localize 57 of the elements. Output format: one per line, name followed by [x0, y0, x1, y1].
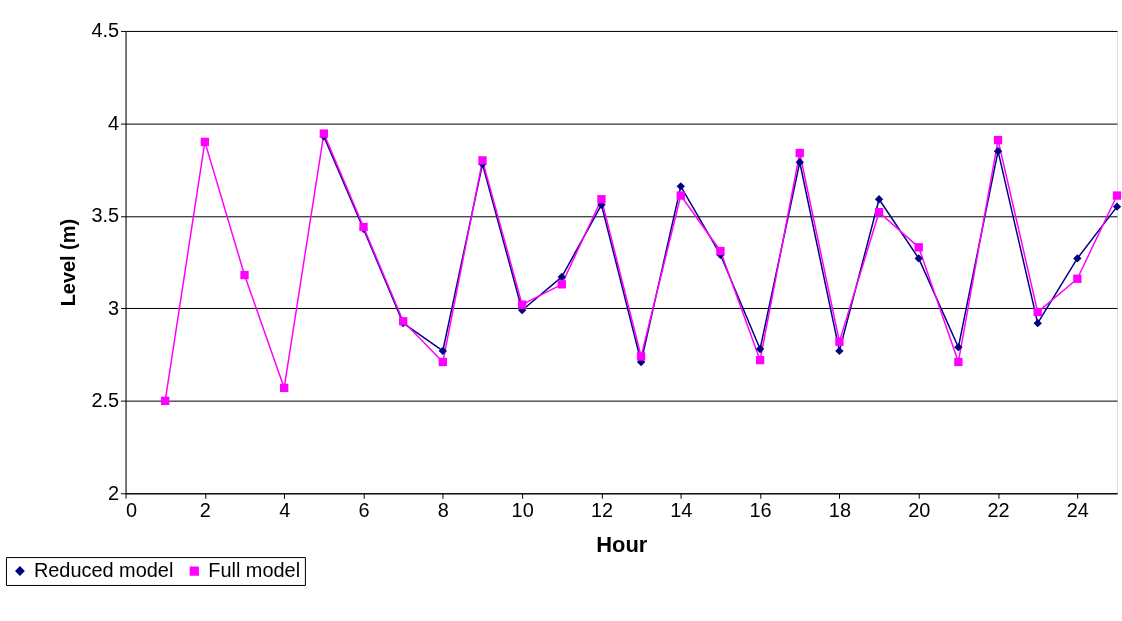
y-axis-title: Level (m) — [57, 218, 80, 307]
x-tick-label: 20 — [908, 498, 931, 521]
y-tick-label: 3.5 — [91, 204, 120, 227]
point — [1033, 318, 1042, 328]
point — [1112, 202, 1122, 211]
x-tick-label: 0 — [126, 498, 138, 521]
point — [1073, 274, 1082, 283]
point — [835, 346, 844, 356]
x-tick-label: 6 — [358, 498, 370, 521]
x-tick-label: 24 — [1066, 498, 1089, 521]
point — [993, 135, 1003, 145]
point — [716, 246, 725, 256]
x-tick-label: 2 — [199, 498, 211, 521]
point — [676, 191, 685, 200]
point — [517, 300, 527, 309]
point — [557, 280, 566, 289]
x-tick-label: 8 — [437, 498, 449, 521]
point — [1033, 307, 1042, 317]
point — [795, 158, 804, 167]
point — [161, 396, 170, 405]
legend-label: Reduced model — [33, 559, 174, 581]
point — [1073, 254, 1082, 263]
x-tick-label: 18 — [828, 498, 851, 521]
y-tick-label: 2 — [108, 481, 120, 504]
x-tick-label: 22 — [987, 498, 1010, 521]
point — [914, 254, 923, 263]
point — [280, 383, 289, 393]
point — [200, 137, 210, 147]
point — [636, 352, 646, 361]
point — [438, 357, 447, 367]
point — [597, 195, 606, 204]
point — [954, 357, 963, 367]
x-tick-label: 4 — [279, 498, 291, 521]
x-tick-label: 14 — [670, 498, 693, 521]
point — [795, 148, 804, 158]
point — [755, 355, 765, 365]
y-tick-label: 4.5 — [91, 19, 120, 42]
point — [240, 270, 249, 280]
x-tick-label: 12 — [590, 498, 614, 521]
legend-label: Full model — [208, 559, 301, 581]
y-tick-label: 2.5 — [91, 389, 120, 412]
point — [557, 272, 566, 282]
y-tick-label: 4 — [108, 111, 120, 134]
point — [874, 195, 884, 204]
point — [755, 344, 765, 354]
point — [954, 343, 963, 352]
point — [478, 156, 487, 165]
point — [874, 208, 884, 217]
point — [835, 337, 844, 346]
point — [914, 243, 923, 252]
y-tick-label: 3 — [108, 296, 120, 319]
point — [676, 182, 685, 191]
x-tick-label: 10 — [511, 498, 534, 521]
x-axis-title: Hour — [596, 531, 648, 557]
point — [1112, 191, 1122, 200]
point — [438, 346, 447, 356]
x-tick-label: 16 — [749, 498, 772, 521]
